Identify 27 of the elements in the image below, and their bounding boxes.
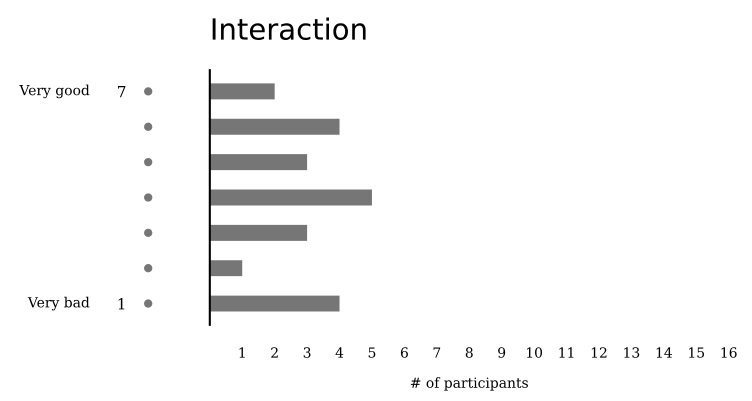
x-tick-label: 14 [656,347,672,358]
bar [210,260,242,276]
chart-title: Interaction [212,17,366,40]
x-tick-label: 1 [240,347,245,358]
bar [210,118,340,135]
bar [210,224,308,241]
x-tick-label: 2 [271,347,278,358]
x-tick-label: 16 [722,347,737,358]
x-tick-label: 11 [559,347,574,358]
x-tick-label: 4 [336,347,344,358]
x-tick-label: 10 [526,347,542,358]
x-tick-label: 7 [434,347,440,358]
bar [210,296,340,312]
bar [210,190,372,206]
x-tick-label: 3 [304,347,310,358]
text: Very bad [28,296,90,310]
text: Very good [19,84,90,98]
x-tick-label: 6 [400,347,408,358]
x-axis-title: # of participants [410,377,528,391]
x-tick-label: 15 [689,347,704,358]
x-tick-label: 13 [624,347,640,358]
bar [210,154,308,170]
bar [210,83,275,100]
x-tick-label: 5 [368,347,376,358]
x-tick-label: 9 [498,347,506,358]
x-tick-label: 8 [466,347,473,358]
x-tick-label: 12 [592,347,606,358]
